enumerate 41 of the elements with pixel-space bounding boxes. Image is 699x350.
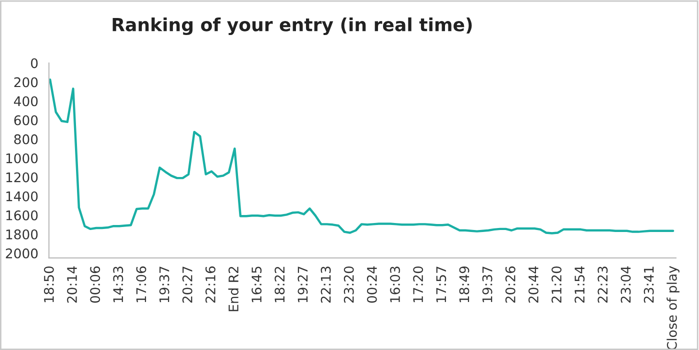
x-tick-label: 20:14 [67, 266, 77, 303]
x-tick-label: 23:41 [644, 266, 654, 303]
x-tick-label: 20:26 [505, 266, 516, 303]
x-tick-label: 21:54 [574, 266, 585, 303]
x-tick-label: 23:04 [620, 266, 631, 303]
chart-title: Ranking of your entry (in real time) [112, 17, 472, 36]
x-tick-label: 23:20 [344, 266, 354, 303]
x-tick-label: 19:37 [159, 266, 170, 302]
x-tick-label: 16:03 [390, 266, 400, 302]
x-tick-label: End R2 [228, 266, 238, 312]
x-tick-label: 00:06 [90, 266, 100, 303]
x-tick-label: 22:16 [205, 266, 216, 303]
x-tick-label: 20:27 [182, 266, 192, 303]
x-tick-label: 17:57 [436, 266, 446, 302]
x-tick-label: 14:33 [113, 266, 124, 302]
x-tick-label: 16:45 [252, 266, 262, 302]
x-tick-label: 20:44 [528, 266, 538, 303]
x-tick-label: 22:13 [320, 266, 331, 303]
x-tick-label: 18:50 [44, 266, 54, 302]
y-tick-label: 1200 [6, 172, 38, 182]
x-tick-label: 21:20 [552, 266, 562, 303]
y-tick-label: 600 [14, 115, 38, 126]
x-tick-label: 00:24 [366, 266, 377, 303]
y-tick-label: 0 [30, 58, 38, 68]
y-tick-label: 1800 [6, 229, 38, 240]
y-tick-label: 200 [14, 77, 38, 88]
x-tick-label: Close of play [666, 266, 680, 350]
x-tick-label: 17:06 [136, 266, 146, 302]
y-tick-label: 1000 [6, 153, 38, 164]
y-tick-label: 400 [14, 96, 38, 106]
y-tick-label: 1400 [6, 191, 38, 202]
x-tick-label: 18:22 [274, 266, 285, 302]
x-tick-label: 17:20 [413, 266, 424, 302]
y-tick-label: 800 [14, 134, 38, 144]
line-series [48, 78, 674, 234]
x-tick-label: 19:27 [298, 266, 308, 302]
x-tick-label: 22:23 [598, 266, 608, 303]
y-tick-label: 2000 [6, 248, 38, 258]
y-tick-label: 1600 [6, 210, 38, 220]
x-tick-label: 18:49 [459, 266, 470, 302]
x-tick-label: 19:37 [482, 266, 492, 302]
